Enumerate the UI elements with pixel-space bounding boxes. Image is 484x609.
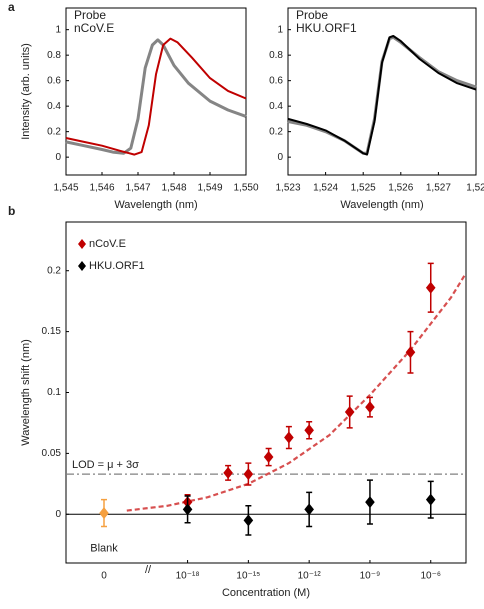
series-line [287,35,477,156]
y-tick-label: 0.2 [47,265,61,276]
x-axis-label: Wavelength (nm) [114,199,197,211]
x-tick-label: 1,550 [233,183,258,194]
axis-break: // [145,564,152,576]
legend-marker [78,261,86,271]
data-point [365,401,375,414]
x-tick-label: 1,52 [466,183,484,194]
y-tick-label: 0.4 [47,101,61,112]
data-point [243,514,254,527]
x-tick-label: 1,524 [313,183,338,194]
x-tick-label: 10⁻¹⁵ [236,571,260,582]
axes-frame [287,7,477,176]
y-tick-label: 0.8 [47,50,61,61]
panel-label: a [8,0,15,14]
axes-frame [65,7,247,176]
y-tick-label: 0.1 [47,387,61,398]
fit-curve [126,273,467,512]
data-point [182,503,193,516]
x-tick-label: 1,527 [426,183,451,194]
x-tick-label: 1,546 [89,183,114,194]
x-axis-label: Wavelength (nm) [340,199,423,211]
data-point [99,507,109,520]
legend-label: HKU.ORF1 [296,21,357,35]
x-tick-label: 1,547 [125,183,150,194]
panel-label: b [8,204,15,218]
x-tick-label: 1,548 [161,183,186,194]
series-line [65,37,247,156]
y-tick-label: 0.6 [269,75,283,86]
y-tick-label: 0.05 [42,448,62,459]
y-tick-label: 1 [55,24,61,35]
series-line [65,38,247,155]
threshold-label: LOD = μ + 3σ [72,459,139,471]
data-point [425,281,436,294]
data-point [223,466,233,479]
legend-label: nCoV.E [74,21,114,35]
y-tick-label: 0.15 [42,326,62,337]
x-tick-label: 0 [101,571,107,582]
y-tick-label: 1 [277,24,283,35]
y-tick-label: 0.6 [47,75,61,86]
axes-frame [65,221,467,564]
y-tick-label: 0 [277,152,283,163]
y-axis-label: Wavelength shift (nm) [20,339,32,446]
x-tick-label: 1,549 [197,183,222,194]
data-point [243,468,254,481]
x-axis-label: Concentration (M) [222,587,310,599]
data-point [284,431,294,444]
data-point [304,503,314,516]
data-point [405,346,416,359]
y-tick-label: 0.2 [47,126,61,137]
legend-label: HKU.ORF1 [89,260,145,272]
x-tick-label: 1,523 [275,183,300,194]
series-line [287,35,477,155]
y-tick-label: 0.8 [269,50,283,61]
x-tick-label: 1,526 [388,183,413,194]
y-tick-label: 0.2 [269,126,283,137]
legend-label: Probe [296,8,328,22]
y-tick-label: 0 [55,152,61,163]
data-point [425,493,436,506]
blank-label: Blank [90,542,118,554]
data-point [263,451,274,464]
x-tick-label: 1,525 [351,183,376,194]
data-point [304,424,314,437]
y-tick-label: 0.4 [269,101,283,112]
y-tick-label: 0 [55,509,61,520]
y-axis-label: Intensity (arb. units) [20,43,32,140]
legend-marker [78,239,86,249]
x-tick-label: 10⁻⁹ [360,571,381,582]
data-point [365,496,375,509]
legend-label: Probe [74,8,106,22]
data-point [344,405,355,418]
x-tick-label: 1,545 [53,183,78,194]
x-tick-label: 10⁻⁶ [420,571,441,582]
x-tick-label: 10⁻¹⁸ [176,571,200,582]
x-tick-label: 10⁻¹² [298,571,322,582]
legend-label: nCoV.E [89,238,126,250]
